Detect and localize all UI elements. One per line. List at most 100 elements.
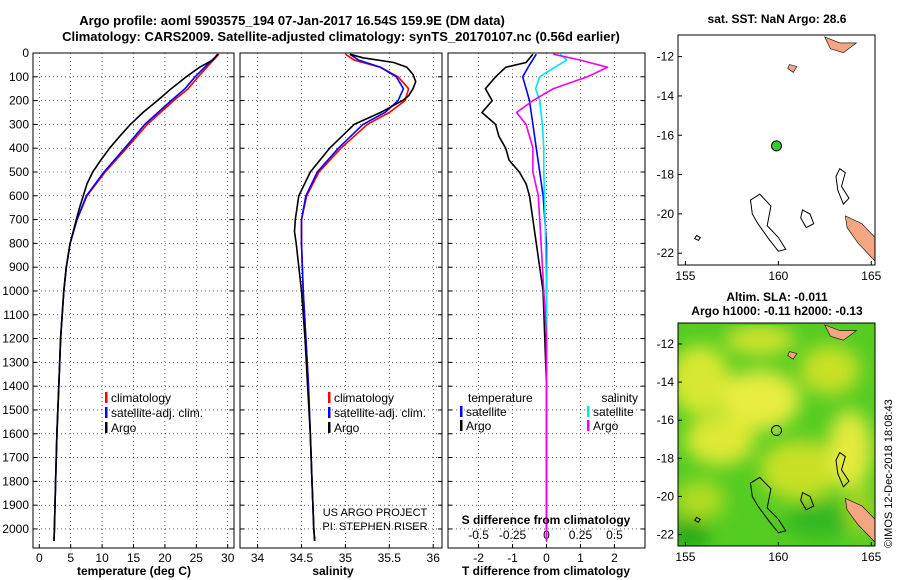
island-outline xyxy=(749,476,787,534)
sla-blob xyxy=(800,345,860,395)
map-x-tick-label: 165 xyxy=(861,269,881,283)
s-tick-label: 0.5 xyxy=(606,528,623,542)
x-tick-label: 35 xyxy=(339,551,353,565)
island-outline xyxy=(749,193,787,252)
map-x-tick-label: 160 xyxy=(768,550,788,564)
depth-tick-label: 300 xyxy=(9,117,29,131)
legend-satellite-clim-label: satellite-adj. clim. xyxy=(111,406,203,420)
x-tick-label: -2 xyxy=(473,551,484,565)
sla-blob xyxy=(720,370,800,430)
x-tick-label: 35.5 xyxy=(378,551,402,565)
sla-blob xyxy=(725,325,795,355)
sla-map-title-line2: Argo h1000: -0.11 h2000: -0.13 xyxy=(691,304,863,318)
legend-argo-label: Argo xyxy=(111,421,137,435)
map-y-tick-label: -14 xyxy=(657,89,675,103)
legend-satellite-clim-swatch xyxy=(105,407,108,418)
depth-tick-label: 600 xyxy=(9,189,29,203)
depth-tick-label: 1000 xyxy=(2,284,29,298)
climatology-line xyxy=(300,53,410,541)
land-area xyxy=(787,351,798,360)
argo-line xyxy=(293,53,417,541)
argo-line xyxy=(53,53,219,541)
depth-tick-label: 1900 xyxy=(2,498,29,512)
map-y-tick-label: -18 xyxy=(657,451,675,465)
depth-tick-label: 1800 xyxy=(2,474,29,488)
sdiff-satellite-line xyxy=(534,53,568,541)
legend-satellite-clim-swatch xyxy=(328,407,331,418)
legend-salinity-heading: salinity xyxy=(601,391,638,405)
x-tick-label: 2 xyxy=(611,551,618,565)
legend-t-argo-swatch xyxy=(460,420,463,431)
legend-satellite-clim-label: satellite-adj. clim. xyxy=(334,406,426,420)
depth-tick-label: 700 xyxy=(9,213,29,227)
map-x-tick-label: 155 xyxy=(675,550,695,564)
x-tick-label: 20 xyxy=(158,551,172,565)
depth-tick-label: 800 xyxy=(9,236,29,250)
map-x-tick-label: 165 xyxy=(861,550,881,564)
legend-s-satellite-label: satellite xyxy=(593,405,634,419)
sla-blob xyxy=(828,410,872,490)
pi-credit: PI: STEPHEN RISER xyxy=(322,521,427,533)
sst-map-panel: 155 160 165 -12 -14 -16 -18 -20 -22 xyxy=(657,34,882,283)
legend-s-argo-label: Argo xyxy=(593,419,619,433)
depth-tick-label: 0 xyxy=(22,46,29,60)
s-tick-label: 0.25 xyxy=(569,528,593,542)
x-tick-label: 10 xyxy=(95,551,109,565)
depth-tick-label: 500 xyxy=(9,165,29,179)
sla-blob xyxy=(678,345,730,415)
map-y-tick-label: -16 xyxy=(657,413,675,427)
argo-position-marker xyxy=(771,424,782,436)
depth-tick-label: 2000 xyxy=(2,522,29,536)
legend-t-satellite-label: satellite xyxy=(466,405,507,419)
map-y-tick-label: -16 xyxy=(657,128,675,142)
map-y-tick-label: -20 xyxy=(657,489,675,503)
temperature-xlabel: temperature (deg C) xyxy=(77,564,191,578)
island-outline xyxy=(800,209,815,229)
sla-blob xyxy=(685,415,755,465)
map-y-tick-label: -22 xyxy=(657,246,675,260)
depth-tick-label: 400 xyxy=(9,141,29,155)
satellite-clim-line xyxy=(53,53,219,541)
argo-position-marker xyxy=(771,140,782,152)
sla-blob xyxy=(760,440,840,500)
depth-tick-label: 1100 xyxy=(3,308,29,322)
project-credit: US ARGO PROJECT xyxy=(323,507,428,519)
legend-t-satellite-swatch xyxy=(460,406,463,417)
depth-tick-label: 200 xyxy=(9,94,29,108)
x-tick-label: 34.5 xyxy=(290,551,314,565)
sla-blob xyxy=(678,480,725,520)
map-x-tick-label: 155 xyxy=(675,269,695,283)
map-y-tick-label: -18 xyxy=(657,168,675,182)
depth-tick-label: 1500 xyxy=(2,403,29,417)
x-tick-label: 36 xyxy=(427,551,441,565)
salinity-xlabel: salinity xyxy=(312,564,354,578)
x-tick-label: 0 xyxy=(36,551,43,565)
land-area xyxy=(824,36,858,54)
land-area xyxy=(844,497,875,543)
sla-blobs xyxy=(678,325,875,546)
figure-title-line1: Argo profile: aoml 5903575_194 07-Jan-20… xyxy=(79,13,505,28)
depth-tick-label: 1200 xyxy=(2,332,29,346)
sla-blob xyxy=(678,520,710,546)
x-tick-label: 15 xyxy=(127,551,141,565)
x-tick-label: -1 xyxy=(507,551,518,565)
s-tick-label: -0.5 xyxy=(468,528,489,542)
island-outline xyxy=(693,516,702,523)
tdiff-argo-line xyxy=(481,53,548,541)
map-y-tick-label: -14 xyxy=(657,375,675,389)
salinity-panel: 34 34.5 35 35.5 36 climatologysatellite-adj. … xyxy=(239,52,443,565)
legend-s-satellite-swatch xyxy=(587,406,590,417)
island-outline xyxy=(835,451,850,488)
legend-argo-label: Argo xyxy=(334,421,360,435)
s-tick-label: -0.25 xyxy=(499,528,527,542)
legend-temperature-heading: temperature xyxy=(468,391,533,405)
tdiff-xlabel: T difference from climatology xyxy=(462,564,630,578)
map-frame xyxy=(677,322,876,547)
land-area xyxy=(824,324,858,341)
legend-s-argo-swatch xyxy=(587,420,590,431)
sdiff-argo-line xyxy=(515,53,609,541)
x-tick-label: 5 xyxy=(67,551,74,565)
map-frame xyxy=(677,34,876,266)
x-tick-label: 1 xyxy=(577,551,584,565)
